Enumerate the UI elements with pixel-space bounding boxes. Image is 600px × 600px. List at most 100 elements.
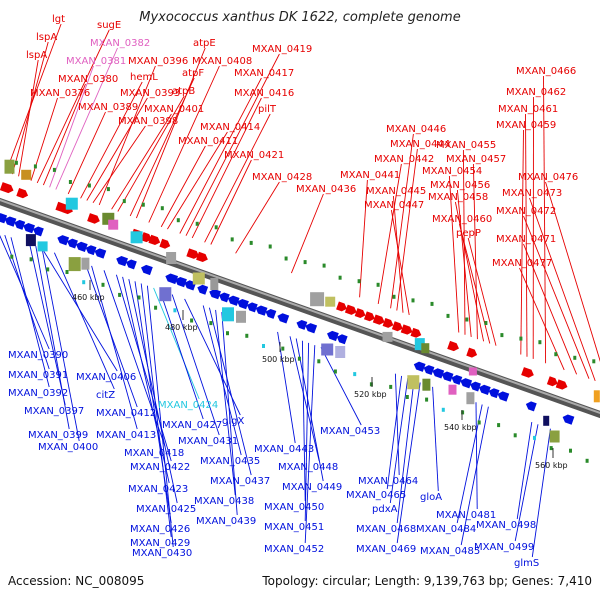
feature-marker	[465, 317, 469, 322]
feature-marker	[297, 356, 301, 361]
top-gene-label: MXAN_0471	[496, 234, 556, 245]
annotation-box	[407, 375, 420, 390]
leader-line	[525, 113, 528, 357]
feature-marker	[68, 180, 72, 184]
bottom-gene-label: glmS	[514, 558, 539, 569]
leader-line	[475, 402, 478, 510]
leader-line	[531, 428, 551, 558]
feature-marker	[173, 308, 177, 313]
bottom-gene-label: glgX	[222, 416, 244, 427]
bottom-gene-label: MXAN_0443	[254, 444, 314, 455]
forward-cds-arrow	[148, 234, 161, 246]
feature-marker	[137, 295, 141, 300]
leader-line	[432, 386, 439, 492]
feature-marker	[322, 263, 326, 268]
genome-backbone	[0, 197, 600, 419]
reverse-cds-arrow	[246, 302, 258, 313]
forward-cds-arrow	[159, 238, 171, 249]
feature-marker	[101, 282, 105, 287]
feature-marker	[519, 336, 523, 341]
tick-label: 500 kbp	[262, 355, 295, 364]
top-gene-label: MXAN_0461	[498, 104, 558, 115]
leader-line	[301, 340, 306, 502]
reverse-cds-arrow	[451, 375, 463, 385]
feature-marker	[230, 237, 234, 242]
top-gene-label: MXAN_0476	[518, 172, 578, 183]
feature-marker	[160, 206, 164, 211]
reverse-cds-arrow	[75, 241, 88, 252]
leader-line	[359, 179, 368, 298]
leader-line	[86, 97, 148, 201]
annotation-box	[448, 384, 457, 395]
feature-marker	[477, 420, 481, 425]
feature-marker	[249, 240, 253, 245]
bottom-gene-label: MXAN_0453	[320, 426, 380, 437]
leader-line	[36, 29, 110, 184]
top-gene-label: MXAN_0428	[252, 172, 312, 183]
forward-cds-arrow	[186, 248, 200, 259]
reverse-cds-arrow	[4, 216, 17, 227]
annotation-box	[466, 392, 475, 405]
feature-marker	[500, 333, 504, 338]
leader-line	[179, 77, 262, 234]
bottom-gene-label: MXAN_0437	[210, 476, 270, 487]
leader-line	[389, 378, 409, 504]
forward-cds-arrow	[140, 232, 152, 243]
top-gene-label: MXAN_0411	[178, 136, 238, 147]
leader-line	[167, 131, 228, 230]
annotation-box	[21, 169, 32, 180]
annotation-box	[236, 310, 246, 323]
forward-cds-arrow	[196, 251, 208, 263]
feature-marker	[122, 199, 126, 204]
leader-line	[67, 111, 106, 195]
bottom-gene-label: MXAN_0390	[8, 350, 68, 361]
tick-label: 520 kbp	[354, 390, 387, 399]
feature-marker	[592, 359, 596, 364]
feature-marker	[389, 384, 393, 389]
bottom-gene-label: MXAN_0424	[158, 400, 218, 411]
top-gene-label: MXAN_0459	[496, 120, 556, 131]
forward-cds-arrow	[447, 340, 459, 352]
forward-cds-arrow	[400, 324, 413, 335]
top-gene-label: MXAN_0421	[224, 150, 284, 161]
top-gene-label: MXAN_0456	[430, 180, 490, 191]
bottom-gene-label: MXAN_0400	[38, 442, 98, 453]
feature-marker	[190, 318, 194, 323]
leader-line	[111, 113, 172, 210]
reverse-cds-arrow	[85, 245, 97, 256]
bottom-gene-label: MXAN_0452	[264, 544, 324, 555]
feature-marker	[357, 279, 361, 284]
feature-marker	[405, 395, 409, 399]
reverse-cds-arrow	[237, 298, 249, 310]
top-gene-label: MXAN_0441	[340, 170, 400, 181]
leader-line	[396, 382, 421, 544]
forward-cds-arrow	[521, 367, 534, 378]
bottom-gene-label: MXAN_0429	[130, 538, 190, 549]
leader-line	[460, 406, 489, 546]
top-gene-label: MXAN_0445	[366, 186, 426, 197]
top-gene-label: MXAN_0466	[516, 66, 576, 77]
leader-line	[392, 195, 404, 313]
feature-marker	[430, 301, 434, 306]
feature-marker	[82, 280, 86, 285]
reverse-cds-arrow	[460, 378, 473, 389]
feature-marker	[317, 359, 321, 364]
bottom-gene-label: MXAN_0427	[162, 420, 222, 431]
feature-marker	[573, 355, 577, 360]
reverse-cds-arrow	[327, 330, 339, 342]
leader-line	[396, 380, 415, 524]
top-gene-label: sugE	[97, 20, 121, 31]
leader-line	[529, 197, 596, 382]
reverse-cds-arrow	[336, 334, 348, 345]
reverse-cds-arrow	[94, 248, 107, 259]
feature-marker	[303, 260, 307, 265]
feature-marker	[214, 225, 218, 230]
reverse-cds-arrow	[305, 323, 318, 334]
annotation-box	[37, 241, 48, 252]
bottom-gene-label: MXAN_0484	[416, 524, 476, 535]
top-gene-label: pepP	[456, 228, 481, 239]
leader-line	[55, 47, 118, 190]
bottom-gene-label: MXAN_0468	[356, 524, 416, 535]
forward-cds-arrow	[16, 188, 29, 199]
